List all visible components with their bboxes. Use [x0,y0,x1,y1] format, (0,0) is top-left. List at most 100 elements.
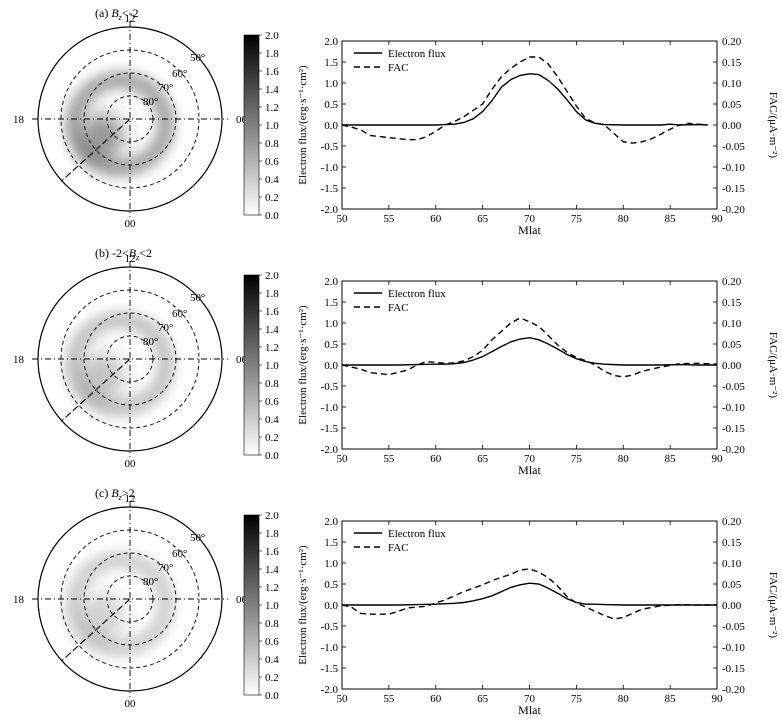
colorbar-tick-label: 1.8 [265,528,279,540]
y2-axis-label: FAC/(μA·m⁻²) [767,572,779,638]
y-tick-label: 2.0 [324,276,338,288]
x-tick-label: 80 [618,453,630,465]
y-tick-label: 1.5 [324,57,338,69]
lat-label-2: 70° [158,82,173,94]
polar-plot: 12 18 06 00 50°60° 70°80° [13,493,248,710]
colorbar-gradient [243,514,260,696]
x-tick-label: 70 [524,693,536,705]
condition-var: B [111,486,119,500]
colorbar-tick-label: 0.6 [265,156,279,168]
x-tick-label: 85 [665,693,677,705]
colorbar-tick-label: 0.6 [265,396,279,408]
x-tick-label: 75 [571,453,583,465]
y-tick-label: -0.5 [321,141,339,153]
x-tick-label: 65 [477,453,489,465]
y2-tick-label: 0.20 [722,36,742,48]
y-axis-label: Electron flux/(erg·s⁻¹·cm²) [297,65,309,185]
y-tick-label: -1.5 [321,663,339,675]
x-tick-label: 90 [712,453,724,465]
y2-tick-label: -0.15 [722,663,745,675]
series-fac-line [341,56,708,144]
y-tick-label: -2.0 [321,204,339,216]
y-tick-label: 0.0 [324,120,338,132]
colorbar-tick-label: 1.2 [265,102,279,114]
panel-title: (a) Bz<-2 [95,6,139,22]
auroral-oval-shading [65,551,175,657]
colorbar-tick-label: 0.4 [265,414,279,426]
hour-label-top: 12 [125,253,136,265]
line-chart: 50 55 60 65 70 75 80 85 90 Mlat 2.0 1.5 1.0 0.5 0.0 -0.… [297,36,779,237]
panel-title: (b) -2<Bz<2 [95,246,152,262]
colorbar-tick-label: 1.6 [265,66,279,78]
colorbar-tick-label: 1.0 [265,120,279,132]
lat-label-0: 50° [190,532,205,544]
y-tick-label: -2.0 [321,444,339,456]
x-tick-label: 55 [383,453,395,465]
colorbar-tick-label: 0.8 [265,138,279,150]
x-tick-label: 80 [618,213,630,225]
y-tick-label: -1.5 [321,183,339,195]
y2-tick-label: -0.10 [722,162,745,174]
diagonal-line [61,598,131,662]
y2-axis-label: FAC/(μA·m⁻²) [767,92,779,158]
legend-label-fac: FAC [388,302,409,314]
x-axis-label: Mlat [518,463,541,477]
colorbar-tick-label: 1.0 [265,360,279,372]
legend-label-electron-flux: Electron flux [388,528,446,540]
diagonal-line [61,358,131,422]
y2-tick-label: -0.05 [722,141,745,153]
condition-value: <-2 [122,6,139,20]
y-tick-label: 2.0 [324,36,338,48]
condition-value: <2 [139,246,152,260]
line-chart: 50 55 60 65 70 75 80 85 90 Mlat 2.0 1.5 1.0 0.5 0.0 -0.… [297,276,779,477]
lat-label-3: 80° [143,96,158,108]
y2-tick-label: 0.10 [722,558,742,570]
y-tick-label: 1.0 [324,558,338,570]
y2-tick-label: 0.00 [722,120,742,132]
legend-label-fac: FAC [388,542,409,554]
y-tick-label: 1.0 [324,318,338,330]
y2-tick-label: -0.15 [722,183,745,195]
condition-sub: z [118,13,123,22]
colorbar-tick-label: 1.8 [265,288,279,300]
y-tick-label: 0.0 [324,360,338,372]
colorbar-tick-label: 0.0 [265,450,279,462]
x-tick-label: 70 [524,453,536,465]
auroral-oval-shading [65,71,175,177]
colorbar-tick-label: 0.4 [265,174,279,186]
condition-var: B [111,6,119,20]
x-tick-label: 60 [430,693,442,705]
y-tick-label: 1.0 [324,78,338,90]
panel-1: (b) -2<Bz<212 18 06 00 50°60° 70°80° 2.0 1.8 1.6… [13,246,779,477]
hour-label-left: 18 [13,354,25,366]
y2-tick-label: 0.10 [722,78,742,90]
y-tick-label: -0.5 [321,381,339,393]
x-tick-label: 55 [383,693,395,705]
x-tick-label: 90 [712,213,724,225]
hour-label-right: 06 [236,114,248,126]
colorbar-tick-label: 2.0 [265,30,279,42]
lat-label-0: 50° [190,292,205,304]
legend: Electron flux FAC [354,288,446,314]
y-tick-label: -0.5 [321,621,339,633]
y-tick-label: 2.0 [324,516,338,528]
condition-sub: z [118,493,123,502]
x-tick-label: 85 [665,453,677,465]
y2-tick-label: -0.10 [722,642,745,654]
colorbar: 2.0 1.8 1.6 1.4 1.2 1.0 0.8 0.6 0.4 0.2 0.0 [243,270,279,462]
colorbar-tick-label: 1.0 [265,600,279,612]
polar-plot: 12 18 06 00 50°60° 70°80° [13,253,248,470]
series-electron-flux-line [342,73,708,126]
lat-label-1: 60° [172,68,187,80]
y2-tick-label: -0.20 [722,444,745,456]
series-electron-flux-line [342,336,717,366]
y2-tick-label: 0.10 [722,318,742,330]
panel-title: (c) Bz>2 [95,486,135,502]
colorbar-tick-label: 0.0 [265,690,279,702]
colorbar: 2.0 1.8 1.6 1.4 1.2 1.0 0.8 0.6 0.4 0.2 0.0 [243,510,279,702]
legend-label-fac: FAC [388,62,409,74]
auroral-oval-shading [65,311,175,417]
series-electron-flux-line [342,582,717,606]
lat-label-3: 80° [143,576,158,588]
